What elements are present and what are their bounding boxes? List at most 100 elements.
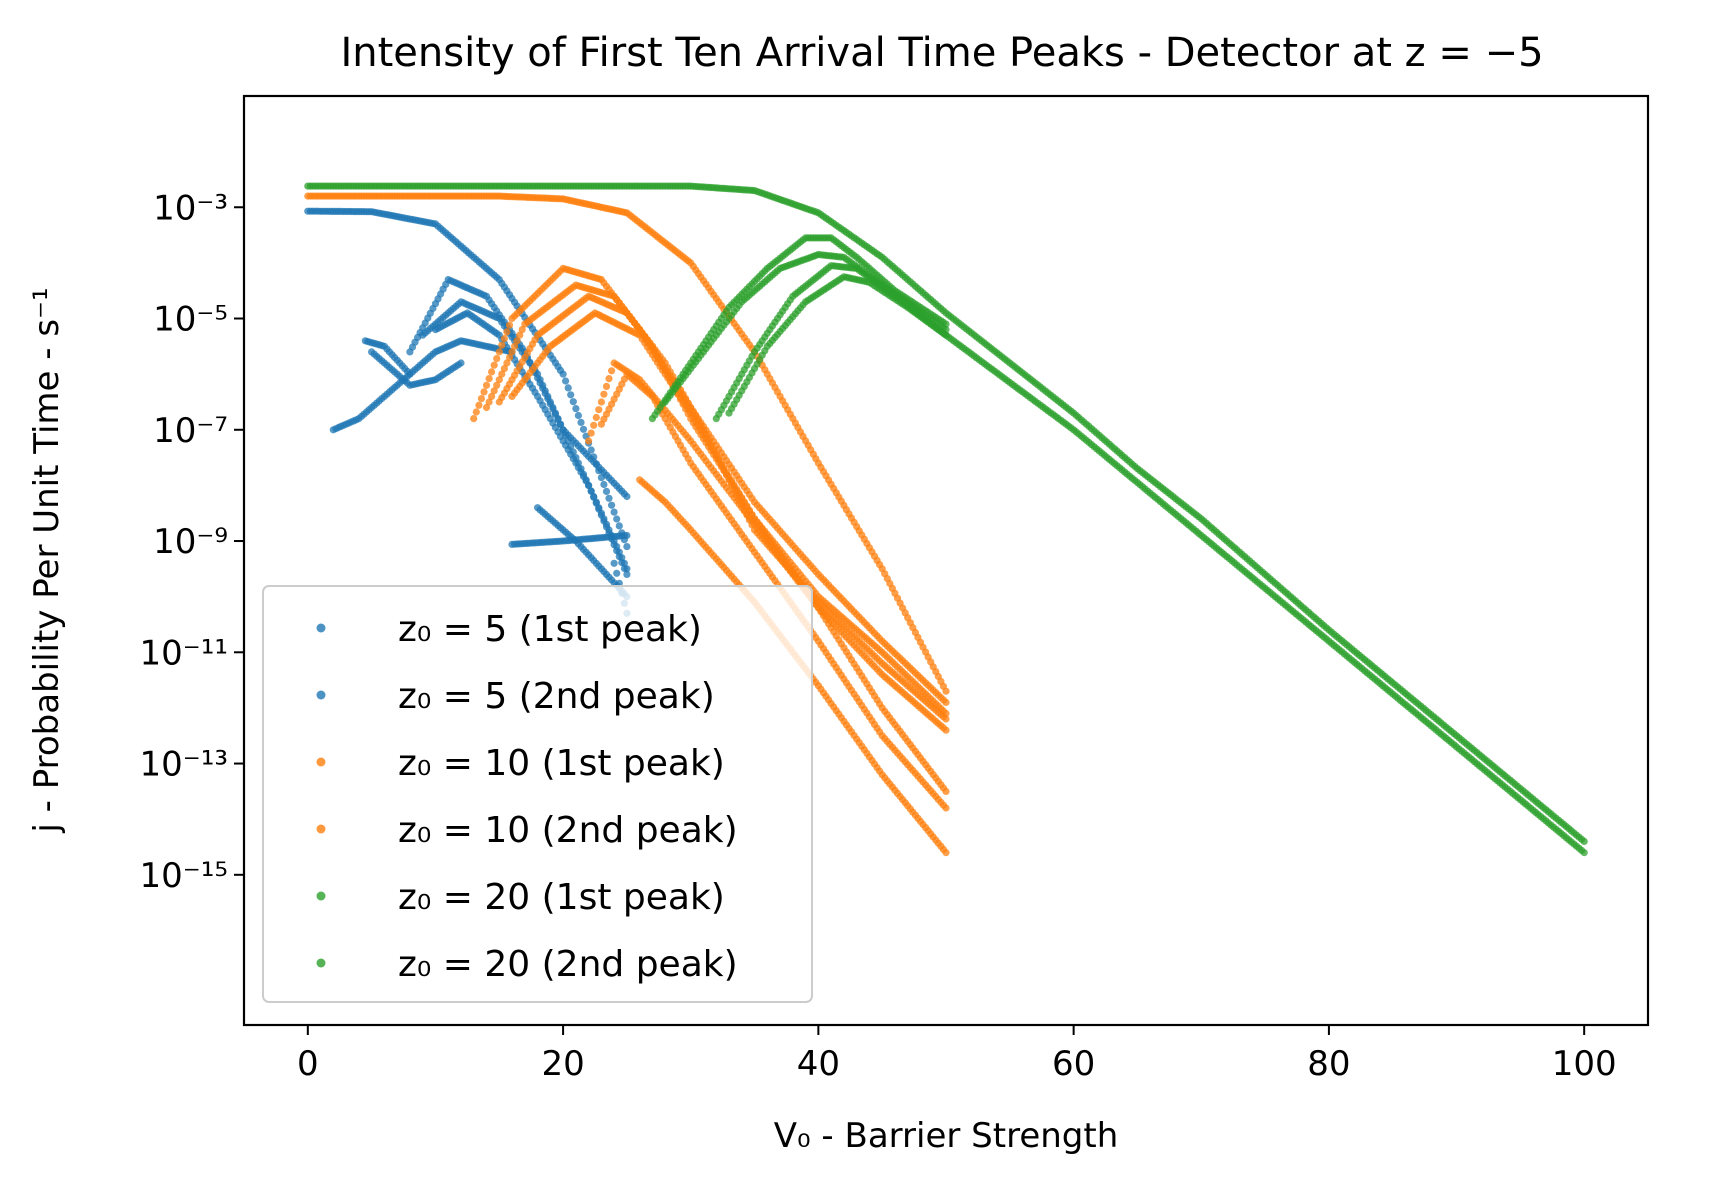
- data-point: [592, 413, 600, 422]
- data-point: [1580, 837, 1588, 846]
- data-point: [942, 849, 950, 857]
- data-point: [574, 411, 583, 420]
- data-point: [577, 418, 585, 426]
- data-point: [559, 370, 567, 378]
- data-point: [1580, 849, 1588, 857]
- data-point: [544, 392, 552, 400]
- data-point: [500, 365, 508, 373]
- data-point: [942, 687, 950, 695]
- data-point: [942, 726, 950, 734]
- data-point: [505, 321, 514, 329]
- data-point: [516, 331, 524, 339]
- legend-label: z₀ = 20 (1st peak): [398, 877, 725, 918]
- data-point: [488, 368, 496, 376]
- chart-title: Intensity of First Ten Arrival Time Peak…: [340, 30, 1543, 76]
- data-point: [587, 487, 595, 495]
- data-point: [503, 359, 511, 367]
- data-point: [406, 370, 414, 378]
- data-point: [587, 429, 595, 437]
- data-point: [495, 376, 503, 384]
- legend-marker: [316, 757, 326, 767]
- data-point: [572, 405, 580, 413]
- data-point: [554, 415, 562, 423]
- data-point: [503, 328, 511, 336]
- data-point: [585, 437, 593, 445]
- x-tick-label: 20: [541, 1044, 584, 1084]
- data-point: [508, 348, 516, 356]
- data-point: [600, 480, 608, 489]
- data-point: [579, 425, 588, 433]
- data-point: [551, 409, 560, 417]
- x-tick-label: 100: [1552, 1044, 1617, 1084]
- legend-marker: [316, 958, 326, 968]
- data-point: [942, 715, 950, 723]
- data-point: [602, 487, 611, 495]
- y-tick-label: 10⁻⁷: [153, 411, 228, 451]
- data-point: [477, 395, 485, 403]
- data-point: [623, 492, 631, 501]
- x-tick-label: 60: [1052, 1044, 1095, 1084]
- data-point: [610, 559, 618, 567]
- data-point: [539, 381, 547, 389]
- series-3-curve-5: [508, 309, 950, 734]
- legend-marker: [316, 891, 326, 901]
- data-point: [585, 481, 593, 489]
- data-point: [597, 398, 606, 406]
- data-point: [472, 408, 480, 416]
- data-point: [595, 406, 603, 414]
- series-5-curve-1: [304, 182, 1588, 846]
- data-point: [615, 522, 623, 530]
- y-axis: 10⁻³ 10⁻⁵ 10⁻⁷ 10⁻⁹ 10⁻¹¹ 10⁻¹³ 10⁻¹⁵: [140, 188, 244, 896]
- y-tick-label: 10⁻¹³: [140, 745, 228, 785]
- data-point: [562, 377, 570, 385]
- data-point: [608, 367, 616, 375]
- data-point: [605, 375, 613, 383]
- data-layer: [304, 182, 1588, 857]
- data-point: [490, 361, 498, 369]
- data-point: [493, 381, 501, 389]
- legend-label: z₀ = 10 (2nd peak): [398, 810, 738, 851]
- x-axis-label: V₀ - Barrier Strength: [774, 1116, 1119, 1156]
- data-point: [610, 541, 618, 549]
- data-point: [485, 398, 493, 406]
- data-point: [610, 508, 618, 516]
- series-6: [712, 262, 1588, 857]
- data-point: [493, 355, 501, 363]
- data-point: [510, 342, 519, 350]
- data-point: [490, 387, 498, 395]
- x-tick-label: 40: [797, 1044, 840, 1084]
- legend-box: [262, 585, 813, 1003]
- data-point: [498, 341, 506, 349]
- data-point: [605, 494, 613, 502]
- data-point: [592, 499, 600, 507]
- data-point: [470, 415, 478, 423]
- data-point: [595, 505, 603, 513]
- data-point: [564, 384, 572, 392]
- data-point: [600, 517, 608, 525]
- x-tick-label: 80: [1307, 1044, 1350, 1084]
- data-point: [518, 326, 526, 334]
- data-point: [482, 381, 491, 389]
- data-point: [942, 787, 950, 796]
- y-tick-label: 10⁻⁹: [153, 522, 228, 562]
- data-point: [623, 531, 631, 540]
- y-tick-label: 10⁻³: [153, 188, 228, 228]
- legend-marker: [316, 690, 326, 700]
- data-point: [480, 388, 488, 396]
- x-tick-label: 0: [297, 1044, 319, 1084]
- data-point: [623, 570, 631, 579]
- data-point: [623, 543, 631, 551]
- data-point: [546, 398, 554, 406]
- data-point: [549, 403, 557, 412]
- data-point: [615, 553, 623, 561]
- data-point: [475, 401, 483, 409]
- data-point: [942, 804, 950, 812]
- data-point: [602, 382, 611, 390]
- data-point: [942, 698, 950, 707]
- legend-label: z₀ = 5 (1st peak): [398, 609, 702, 650]
- legend: z₀ = 5 (1st peak) z₀ = 5 (2nd peak) z₀ = 1…: [262, 585, 813, 1003]
- x-axis: 0 20 40 60 80 100: [297, 1025, 1617, 1084]
- legend-label: z₀ = 5 (2nd peak): [398, 676, 715, 717]
- series-6-curve-2: [725, 273, 1588, 857]
